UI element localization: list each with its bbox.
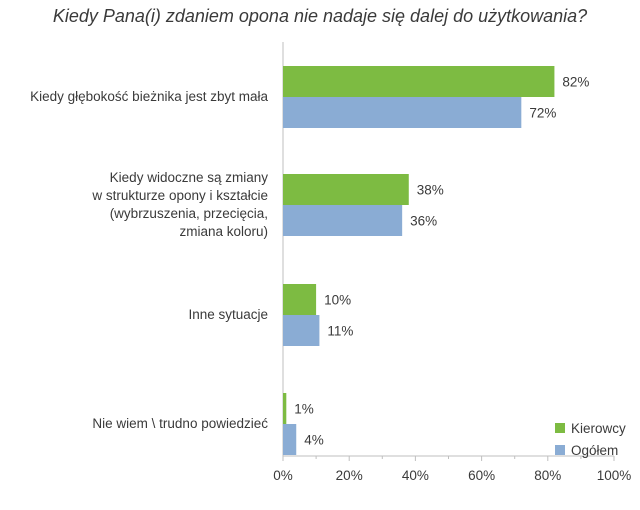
- legend-swatch: [555, 445, 565, 456]
- bar-kierowcy: [283, 66, 555, 97]
- x-tick-label: 60%: [468, 468, 495, 483]
- bar-ogem: [283, 424, 297, 455]
- x-tick-label: 80%: [534, 468, 561, 483]
- category-label: Kiedy głębokość bieżnika jest zbyt mała: [30, 89, 268, 104]
- bar-ogem: [283, 97, 522, 128]
- legend-label: Kierowcy: [571, 420, 626, 436]
- x-tick-label: 20%: [336, 468, 363, 483]
- legend-swatch: [555, 423, 565, 434]
- data-label: 36%: [410, 214, 437, 229]
- data-label: 82%: [562, 75, 589, 90]
- category-label: Inne sytuacje: [188, 307, 268, 322]
- x-tick-label: 40%: [402, 468, 429, 483]
- bar-kierowcy: [283, 284, 317, 315]
- data-label: 10%: [324, 293, 351, 308]
- legend-item: Kierowcy: [555, 420, 626, 436]
- bar-ogem: [283, 315, 320, 346]
- legend-label: Ogółem: [571, 442, 619, 458]
- bar-kierowcy: [283, 393, 287, 424]
- chart-title: Kiedy Pana(i) zdaniem opona nie nadaje s…: [52, 6, 588, 26]
- x-tick-label: 0%: [273, 468, 293, 483]
- data-label: 72%: [529, 106, 556, 121]
- data-label: 38%: [417, 183, 444, 198]
- data-label: 4%: [304, 433, 324, 448]
- bar-ogem: [283, 205, 403, 236]
- data-label: 1%: [294, 402, 314, 417]
- category-label: Nie wiem \ trudno powiedzieć: [92, 416, 268, 431]
- bar-kierowcy: [283, 174, 409, 205]
- category-label: Kiedy widoczne są zmiany w strukturze op…: [92, 170, 268, 239]
- legend-item: Ogółem: [555, 442, 618, 458]
- x-tick-label: 100%: [597, 468, 632, 483]
- data-label: 11%: [327, 324, 353, 339]
